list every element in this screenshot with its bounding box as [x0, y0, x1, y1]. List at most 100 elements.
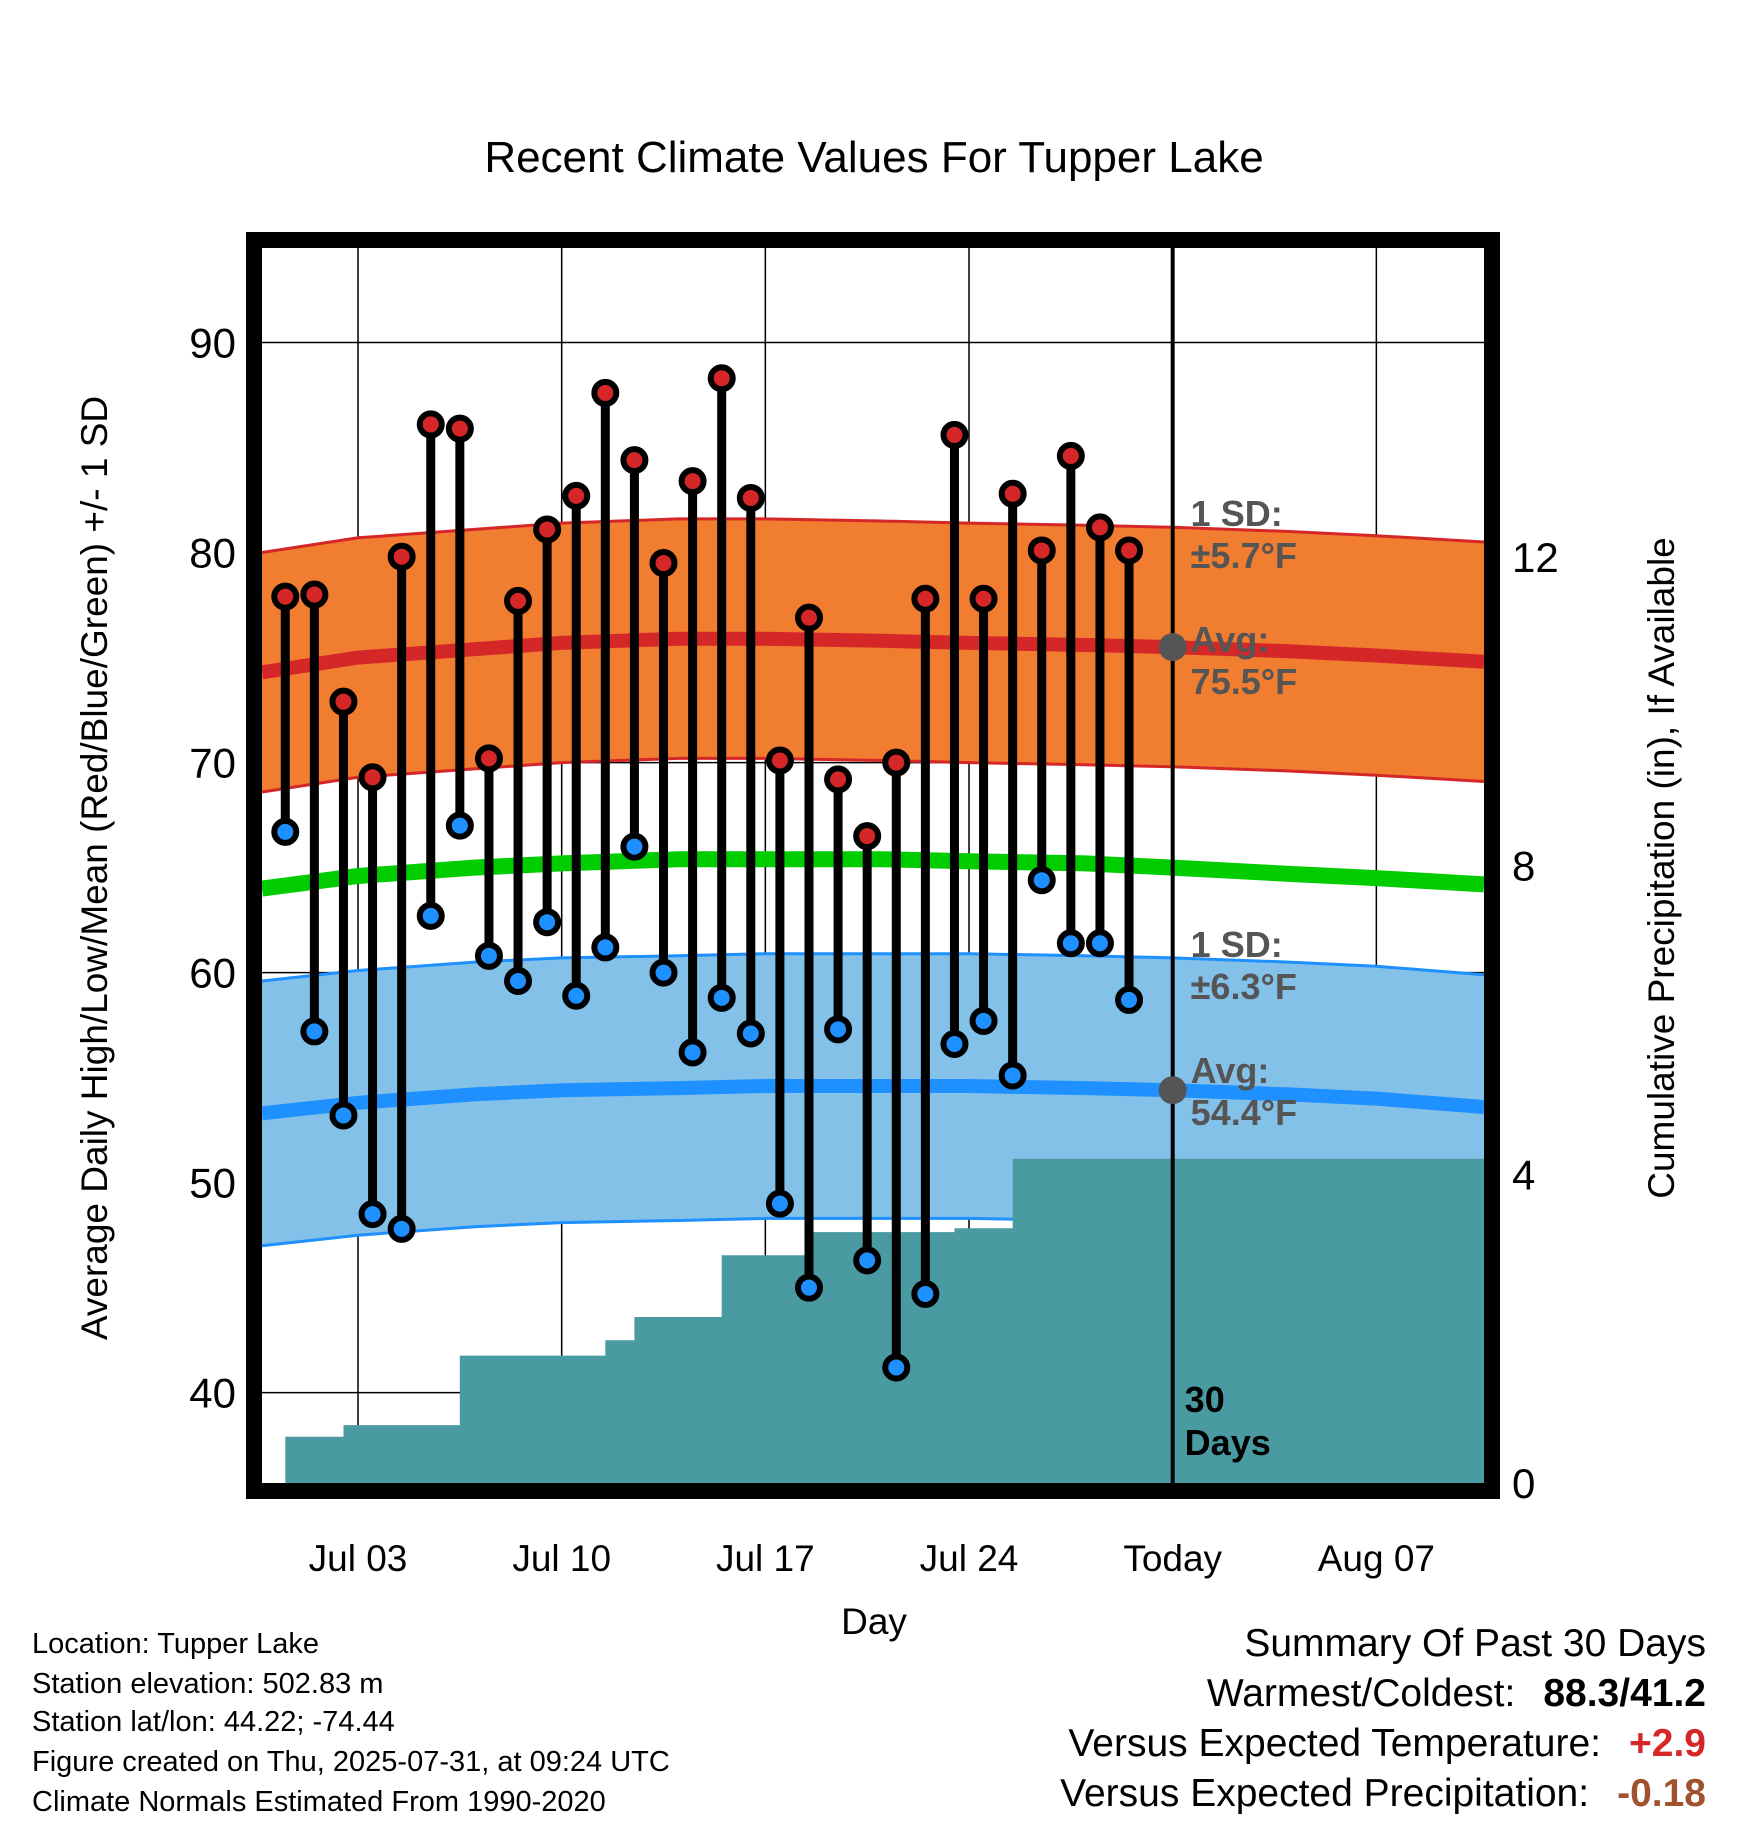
daily-low-point [387, 1214, 416, 1243]
high-avg-label: Avg: [1191, 619, 1270, 660]
daily-high-point [824, 765, 853, 794]
daily-high-point [1027, 536, 1056, 565]
daily-high-point [882, 748, 911, 777]
low-avg-value: 54.4°F [1191, 1092, 1297, 1133]
daily-high-point [591, 378, 620, 407]
y-tick-label: 90 [189, 320, 236, 367]
normal-high-band-upper [261, 517, 1485, 554]
daily-low-point [824, 1015, 853, 1044]
daily-low-point [765, 1189, 794, 1218]
daily-low-point [1115, 985, 1144, 1014]
daily-low-point [998, 1061, 1027, 1090]
normal-low-line [261, 1079, 1485, 1121]
y-axis-label: Average Daily High/Low/Mean (Red/Blue/Gr… [74, 396, 115, 1340]
daily-low-point [911, 1279, 940, 1308]
y-tick-label: 60 [189, 950, 236, 997]
precip-area [262, 1158, 1484, 1483]
normal-low-band-upper [261, 952, 1485, 983]
high-sd-label: 1 SD: [1191, 493, 1283, 534]
daily-high-point [853, 822, 882, 851]
daily-low-point [853, 1246, 882, 1275]
normal-high-band [262, 518, 1484, 792]
normal-mean-line [260, 851, 1485, 897]
daily-high-point [562, 481, 591, 510]
daily-high-point [794, 603, 823, 632]
info-location: Location: Tupper Lake [32, 1628, 319, 1660]
daily-low-point [1085, 929, 1114, 958]
daily-low-point [562, 981, 591, 1010]
x-tick-label: Jul 17 [716, 1538, 815, 1579]
daily-high-point [1085, 513, 1114, 542]
daily-low-point [445, 811, 474, 840]
x-tick-label: Aug 07 [1318, 1538, 1435, 1579]
daily-low-point [1027, 866, 1056, 895]
today-low-avg-marker [1158, 1076, 1187, 1105]
daily-low-point [707, 983, 736, 1012]
daily-low-point [1056, 929, 1085, 958]
daily-low-point [474, 941, 503, 970]
high-avg-value: 75.5°F [1191, 661, 1297, 702]
daily-low-point [533, 908, 562, 937]
daily-high-point [649, 549, 678, 578]
y2-axis-label: Cumulative Precipitation (in), If Availa… [1641, 537, 1682, 1199]
daily-low-point [358, 1200, 387, 1229]
daily-low-point [620, 832, 649, 861]
daily-high-point [416, 410, 445, 439]
info-normals: Climate Normals Estimated From 1990-2020 [32, 1786, 606, 1818]
daily-high-point [1056, 441, 1085, 470]
summary-precip: Versus Expected Precipitation: -0.18 [1060, 1772, 1706, 1816]
daily-low-point [271, 817, 300, 846]
daily-high-point [387, 542, 416, 571]
y-tick-label: 70 [189, 740, 236, 787]
low-avg-label: Avg: [1191, 1050, 1270, 1091]
daily-high-point [765, 746, 794, 775]
y-tick-label: 40 [189, 1370, 236, 1417]
daily-low-point [940, 1030, 969, 1059]
daily-low-point [882, 1353, 911, 1382]
daily-high-point [940, 420, 969, 449]
daily-low-point [794, 1273, 823, 1302]
daily-high-point [358, 763, 387, 792]
y2-tick-label: 12 [1512, 534, 1559, 581]
x-tick-label: Today [1123, 1538, 1222, 1579]
x-axis-label: Day [841, 1601, 907, 1642]
summary-title: Summary Of Past 30 Days [1244, 1622, 1706, 1665]
daily-low-point [649, 958, 678, 987]
daily-high-point [620, 446, 649, 475]
summary-warm-cold: Warmest/Coldest: 88.3/41.2 [1207, 1672, 1706, 1716]
daily-high-point [533, 515, 562, 544]
low-sd-label: 1 SD: [1191, 924, 1283, 965]
daily-high-point [271, 582, 300, 611]
daily-high-point [969, 584, 998, 613]
daily-low-point [591, 933, 620, 962]
daily-high-point [736, 483, 765, 512]
daily-high-point [329, 687, 358, 716]
window-days-label: Days [1185, 1422, 1271, 1463]
daily-high-point [1115, 536, 1144, 565]
summary-warm-cold-value: 88.3/41.2 [1543, 1672, 1706, 1715]
daily-high-point [707, 364, 736, 393]
x-tick-label: Jul 10 [512, 1538, 611, 1579]
normal-high-line [260, 631, 1485, 680]
info-latlon: Station lat/lon: 44.22; -74.44 [32, 1706, 395, 1738]
daily-high-point [445, 414, 474, 443]
x-tick-label: Jul 24 [920, 1538, 1019, 1579]
plot-frame [246, 232, 1500, 1499]
today-high-avg-marker [1158, 633, 1187, 662]
summary-precip-label: Versus Expected Precipitation: [1060, 1772, 1590, 1815]
daily-high-point [998, 479, 1027, 508]
y-tick-label: 80 [189, 530, 236, 577]
daily-high-point [300, 580, 329, 609]
daily-high-point [474, 744, 503, 773]
daily-low-point [329, 1101, 358, 1130]
y-tick-label: 50 [189, 1160, 236, 1207]
summary-temp: Versus Expected Temperature: +2.9 [1068, 1722, 1706, 1766]
daily-high-point [504, 586, 533, 615]
daily-low-point [736, 1019, 765, 1048]
summary-temp-label: Versus Expected Temperature: [1068, 1722, 1601, 1765]
info-created: Figure created on Thu, 2025-07-31, at 09… [32, 1746, 670, 1778]
info-elevation: Station elevation: 502.83 m [32, 1668, 384, 1700]
y2-tick-label: 4 [1512, 1151, 1535, 1198]
low-sd-value: ±6.3°F [1191, 966, 1297, 1007]
daily-low-point [416, 901, 445, 930]
